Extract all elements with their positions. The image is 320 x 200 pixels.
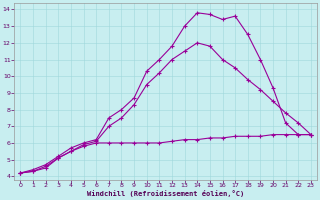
X-axis label: Windchill (Refroidissement éolien,°C): Windchill (Refroidissement éolien,°C) (87, 190, 244, 197)
